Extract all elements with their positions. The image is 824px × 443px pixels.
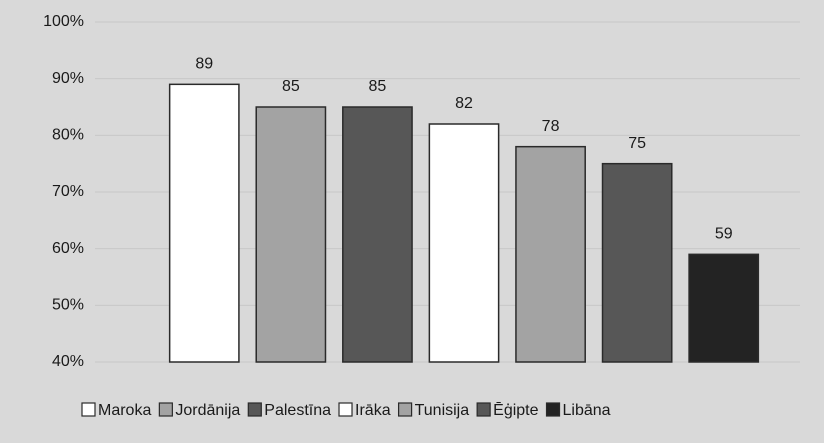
legend-label: Tunisija <box>415 402 470 419</box>
y-tick-label: 70% <box>52 183 84 200</box>
y-tick-label: 90% <box>52 70 84 87</box>
y-tick-label: 100% <box>43 13 84 30</box>
legend-label: Irāka <box>355 402 391 419</box>
bar <box>688 253 760 363</box>
data-label: 78 <box>542 118 560 135</box>
bar <box>168 83 240 363</box>
legend-swatch <box>81 402 96 417</box>
legend-label: Palestīna <box>264 402 331 419</box>
legend-swatch <box>397 402 413 417</box>
bar <box>515 145 586 363</box>
data-label: 75 <box>628 135 646 152</box>
legend-label: Jordānija <box>175 402 240 419</box>
y-tick-label: 50% <box>52 297 84 314</box>
legend-label: Ēģipte <box>493 401 538 419</box>
data-label: 85 <box>282 78 300 95</box>
data-label: 59 <box>715 226 733 243</box>
legend-swatch <box>545 402 561 417</box>
bar <box>255 106 327 363</box>
data-label: 82 <box>455 95 473 112</box>
y-tick-label: 40% <box>52 353 84 370</box>
data-label: 85 <box>369 78 387 95</box>
bar <box>342 106 413 363</box>
legend-swatch <box>247 402 262 417</box>
bar <box>428 123 500 363</box>
legend-swatch <box>158 402 173 417</box>
legend-label: Libāna <box>563 402 611 419</box>
y-tick-label: 80% <box>52 127 84 144</box>
bar <box>601 162 673 363</box>
y-tick-label: 60% <box>52 240 84 257</box>
legend-swatch <box>338 402 353 417</box>
data-label: 89 <box>195 56 213 73</box>
legend-swatch <box>476 402 491 417</box>
legend-label: Maroka <box>98 402 151 419</box>
